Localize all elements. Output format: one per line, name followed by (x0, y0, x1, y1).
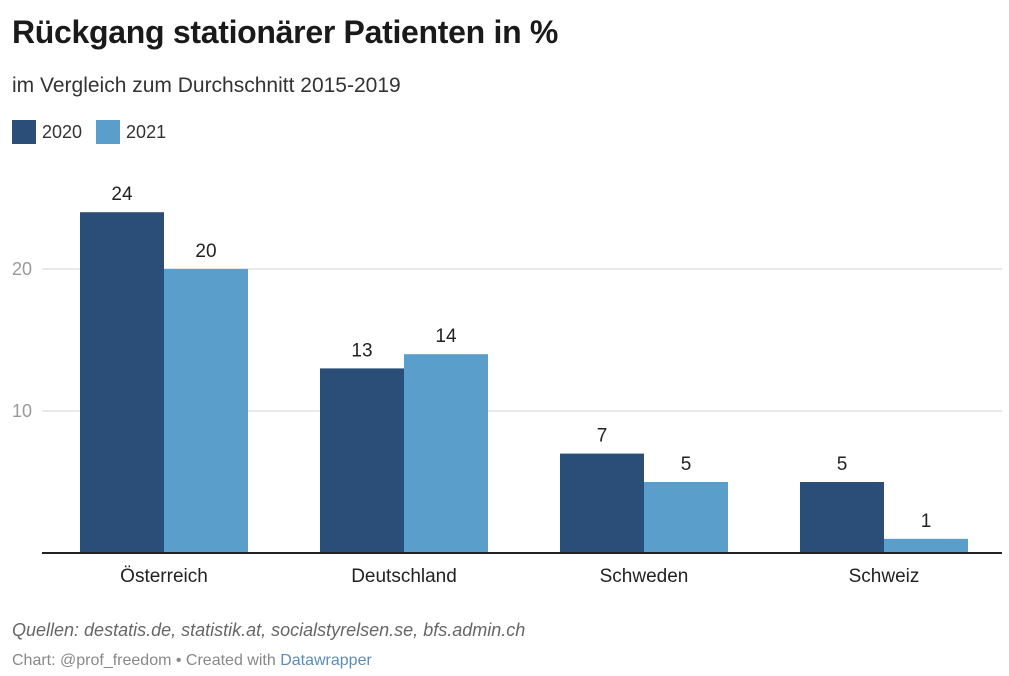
legend: 2020 2021 (12, 120, 180, 144)
bar-2021-2 (644, 482, 728, 553)
bar-2020-0 (80, 212, 164, 553)
category-label-2: Schweden (600, 566, 689, 587)
value-label-2021-2: 5 (681, 454, 692, 475)
chart-subtitle: im Vergleich zum Durchschnitt 2015-2019 (12, 74, 401, 97)
value-label-2020-0: 24 (111, 184, 133, 205)
bar-2020-2 (560, 453, 644, 553)
y-tick-label-10: 10 (12, 401, 32, 421)
legend-swatch-2020 (12, 120, 36, 144)
credit-prefix: Chart: @prof_freedom • Created with (12, 652, 281, 669)
legend-label-2020: 2020 (42, 121, 83, 142)
source-note: Quellen: destatis.de, statistik.at, soci… (12, 620, 526, 640)
value-label-2020-3: 5 (837, 454, 848, 475)
legend-item-2020: 2020 (12, 120, 82, 144)
category-label-1: Deutschland (351, 566, 457, 587)
legend-swatch-2021 (96, 120, 121, 144)
bar-2020-3 (800, 482, 884, 553)
datawrapper-link[interactable]: Datawrapper (280, 652, 372, 669)
value-label-2021-1: 14 (435, 326, 457, 347)
legend-label-2021: 2021 (126, 121, 167, 142)
bar-2021-3 (884, 538, 968, 553)
category-label-3: Schweiz (849, 566, 920, 587)
value-label-2020-2: 7 (597, 426, 608, 447)
category-label-0: Österreich (120, 566, 208, 587)
bar-2021-1 (404, 354, 488, 553)
bar-2020-1 (320, 368, 404, 553)
credit-line: Chart: @prof_freedom • Created with Data… (12, 652, 372, 670)
bar-2021-0 (164, 269, 248, 553)
bar-chart: 10 20 24 20 Österreich 13 14 Deutschland 7 5 Schwe… (12, 184, 1002, 587)
value-label-2021-3: 1 (921, 511, 932, 532)
legend-item-2021: 2021 (96, 120, 166, 144)
value-label-2020-1: 13 (351, 340, 372, 361)
y-tick-label-20: 20 (12, 259, 32, 279)
value-label-2021-0: 20 (195, 241, 216, 262)
chart-title: Rückgang stationärer Patienten in % (12, 14, 559, 50)
